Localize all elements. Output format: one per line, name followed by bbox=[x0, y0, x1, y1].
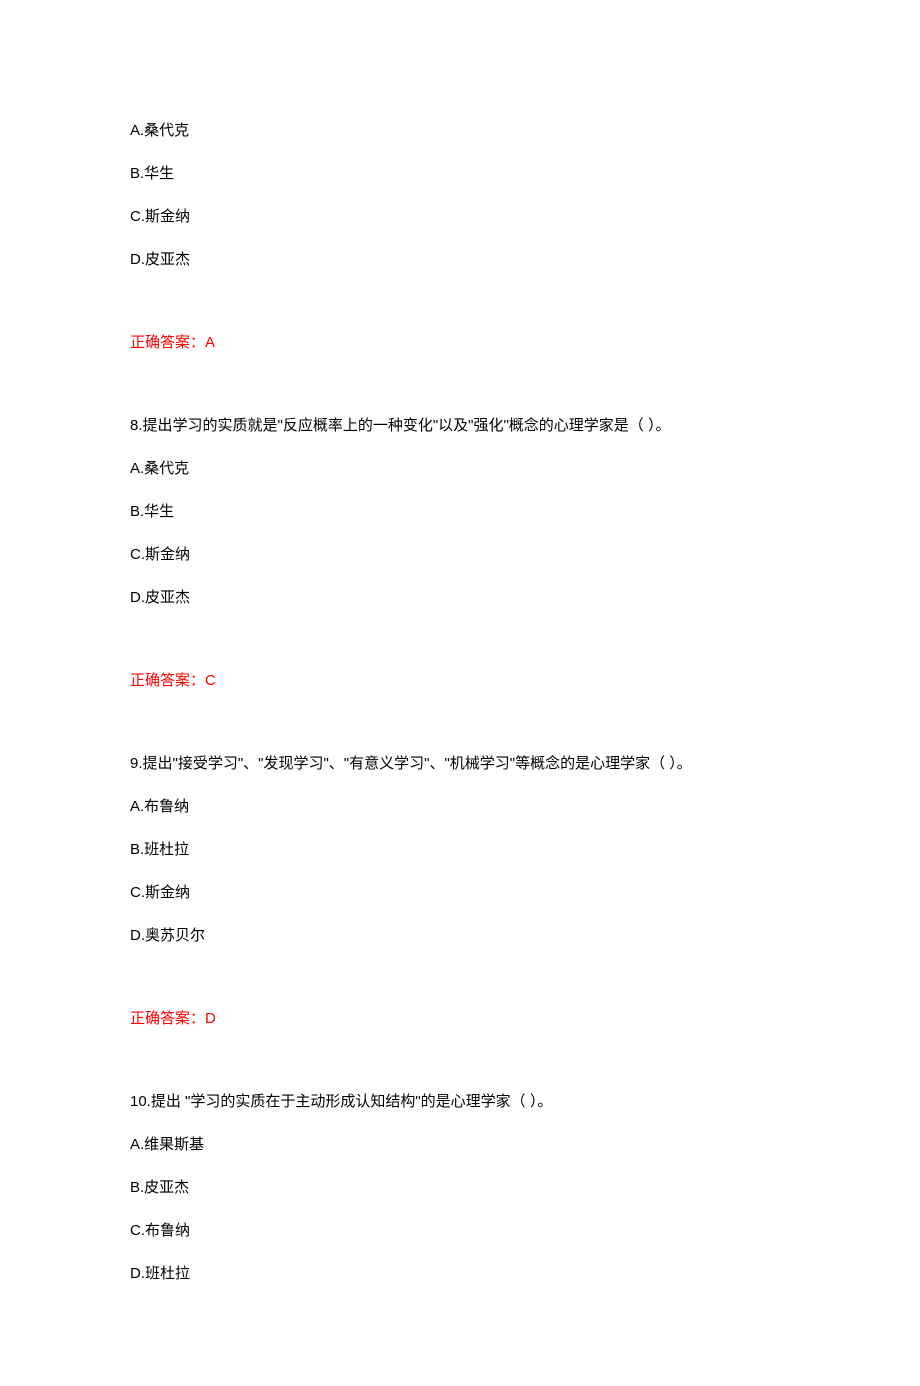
q10-option-b: B.皮亚杰 bbox=[130, 1177, 790, 1198]
question-10-block: 10.提出 "学习的实质在于主动形成认知结构"的是心理学家（ ）。 A.维果斯基… bbox=[130, 1091, 790, 1284]
q7-option-b: B.华生 bbox=[130, 163, 790, 184]
q7-option-d: D.皮亚杰 bbox=[130, 249, 790, 270]
q7-option-c: C.斯金纳 bbox=[130, 206, 790, 227]
q8-option-a: A.桑代克 bbox=[130, 458, 790, 479]
question-7-block: A.桑代克 B.华生 C.斯金纳 D.皮亚杰 正确答案：A bbox=[130, 120, 790, 353]
q9-stem: 9.提出"接受学习"、"发现学习"、"有意义学习"、"机械学习"等概念的是心理学… bbox=[130, 753, 790, 774]
q8-stem: 8.提出学习的实质就是"反应概率上的一种变化"以及"强化"概念的心理学家是（ ）… bbox=[130, 415, 790, 436]
q10-option-d: D.班杜拉 bbox=[130, 1263, 790, 1284]
q7-option-a: A.桑代克 bbox=[130, 120, 790, 141]
q9-option-b: B.班杜拉 bbox=[130, 839, 790, 860]
q9-answer: 正确答案：D bbox=[130, 1008, 790, 1029]
q8-option-c: C.斯金纳 bbox=[130, 544, 790, 565]
q9-option-d: D.奥苏贝尔 bbox=[130, 925, 790, 946]
question-8-block: 8.提出学习的实质就是"反应概率上的一种变化"以及"强化"概念的心理学家是（ ）… bbox=[130, 415, 790, 691]
q8-answer: 正确答案：C bbox=[130, 670, 790, 691]
q10-stem: 10.提出 "学习的实质在于主动形成认知结构"的是心理学家（ ）。 bbox=[130, 1091, 790, 1112]
q9-option-c: C.斯金纳 bbox=[130, 882, 790, 903]
q7-answer: 正确答案：A bbox=[130, 332, 790, 353]
q8-option-b: B.华生 bbox=[130, 501, 790, 522]
q10-option-c: C.布鲁纳 bbox=[130, 1220, 790, 1241]
q10-option-a: A.维果斯基 bbox=[130, 1134, 790, 1155]
question-9-block: 9.提出"接受学习"、"发现学习"、"有意义学习"、"机械学习"等概念的是心理学… bbox=[130, 753, 790, 1029]
q8-option-d: D.皮亚杰 bbox=[130, 587, 790, 608]
q9-option-a: A.布鲁纳 bbox=[130, 796, 790, 817]
